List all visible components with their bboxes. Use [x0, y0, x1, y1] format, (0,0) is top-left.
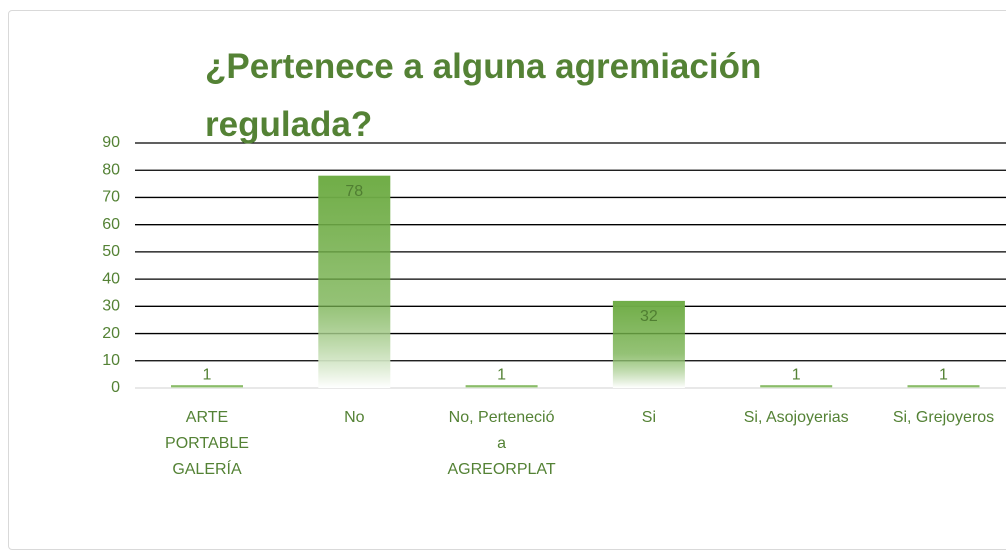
- y-tick-label: 60: [102, 216, 120, 233]
- data-label: 78: [345, 183, 363, 200]
- chart-title: ¿Pertenece a alguna agremiación regulada…: [205, 47, 762, 144]
- x-tick-label: ARTE PORTABLE GALERÍA: [165, 409, 249, 478]
- x-tick-label: Si, Asojoyerias: [743, 409, 849, 426]
- data-label: 1: [497, 366, 506, 383]
- data-label: 1: [203, 366, 212, 383]
- data-label: 1: [939, 366, 948, 383]
- x-tick-label: Si, Grejoyeros: [892, 409, 995, 426]
- x-tick-label: Si: [641, 409, 656, 426]
- y-tick-label: 20: [102, 325, 120, 342]
- data-label: 1: [792, 366, 801, 383]
- x-tick-label: No: [344, 409, 365, 426]
- bar: [612, 300, 685, 388]
- x-tick-label: No, Perteneció a AGREORPLAT: [447, 409, 556, 478]
- y-tick-label: 90: [102, 134, 120, 151]
- bar: [760, 385, 833, 388]
- chart: 0 10 20 30 40 50 60 70 80 90 1 78 1 32 1 1: [102, 134, 1006, 396]
- y-tick-label: 30: [102, 298, 120, 315]
- y-tick-label: 40: [102, 270, 120, 287]
- y-tick-label: 70: [102, 189, 120, 206]
- y-tick-label: 80: [102, 161, 120, 178]
- bar: [318, 175, 391, 388]
- page: {"chart_data": {"type": "bar", "title": …: [8, 10, 1006, 550]
- y-tick-label: 50: [102, 243, 120, 260]
- bar: [907, 385, 980, 388]
- y-tick-label: 10: [102, 352, 120, 369]
- data-label: 32: [640, 308, 658, 325]
- bar: [465, 385, 538, 388]
- y-tick-label: 0: [111, 379, 120, 396]
- bar: [171, 385, 243, 388]
